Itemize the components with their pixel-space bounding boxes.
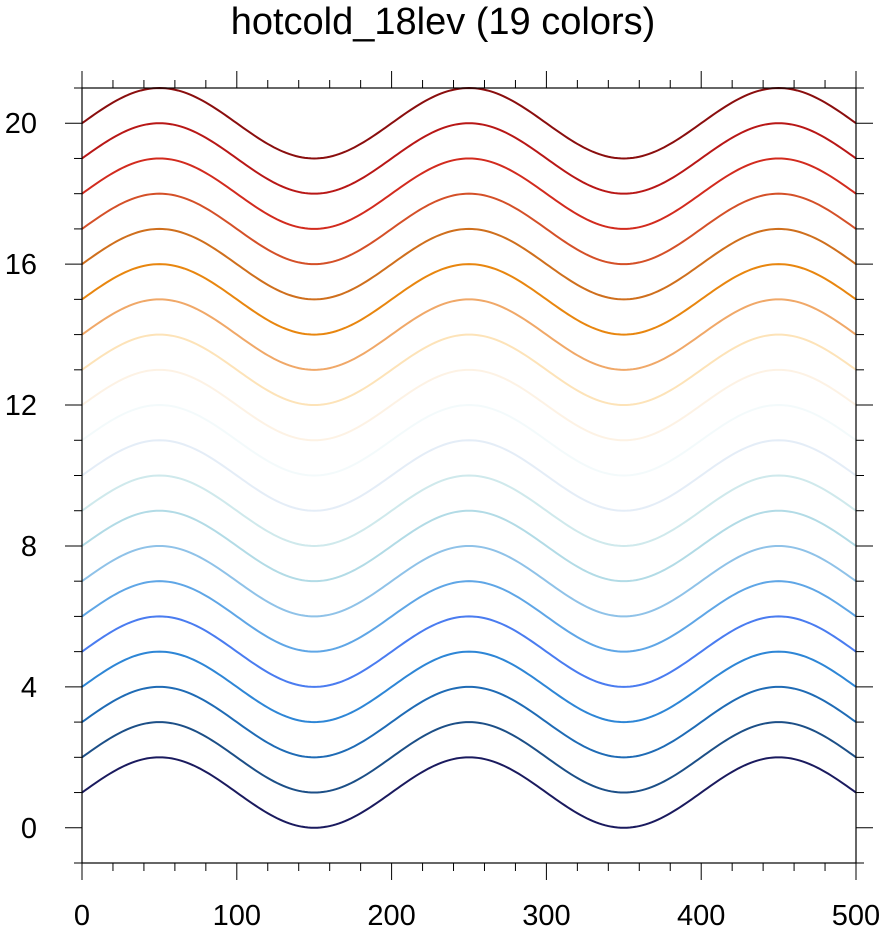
series-line-11 [81, 368, 857, 442]
series-line-12 [81, 333, 857, 407]
series-line-0 [81, 756, 857, 829]
series-line-5 [81, 580, 857, 653]
y-tick-label: 20 [5, 108, 37, 140]
axis-layer [65, 71, 873, 880]
x-tick-label: 400 [677, 900, 725, 932]
series-line-6 [81, 544, 857, 618]
x-tick-label: 200 [367, 900, 415, 932]
series-line-15 [81, 227, 857, 301]
x-tick-label: 0 [74, 900, 90, 932]
series-line-13 [81, 298, 857, 371]
series-line-7 [81, 509, 857, 583]
x-tick-label: 300 [522, 900, 570, 932]
series-line-8 [81, 474, 857, 547]
series-line-10 [81, 404, 857, 477]
series-layer [81, 86, 857, 829]
x-tick-label: 500 [832, 900, 880, 932]
series-line-18 [81, 122, 857, 195]
y-tick-label: 16 [5, 249, 37, 281]
series-line-9 [81, 439, 857, 512]
y-tick-label: 8 [21, 531, 37, 563]
series-line-1 [81, 721, 857, 794]
series-line-16 [81, 192, 857, 266]
y-tick-label: 12 [5, 390, 37, 422]
series-line-3 [81, 650, 857, 724]
x-tick-label: 100 [213, 900, 261, 932]
y-tick-label: 4 [21, 672, 37, 704]
y-tick-label: 0 [21, 813, 37, 845]
chart-title: hotcold_18lev (19 colors) [230, 1, 656, 43]
series-line-2 [81, 685, 857, 759]
series-line-17 [81, 157, 857, 230]
series-line-4 [81, 615, 857, 688]
series-line-14 [81, 263, 857, 336]
tick-labels: 0 100 200 300 400 500 0 4 8 12 16 20 [5, 108, 880, 932]
